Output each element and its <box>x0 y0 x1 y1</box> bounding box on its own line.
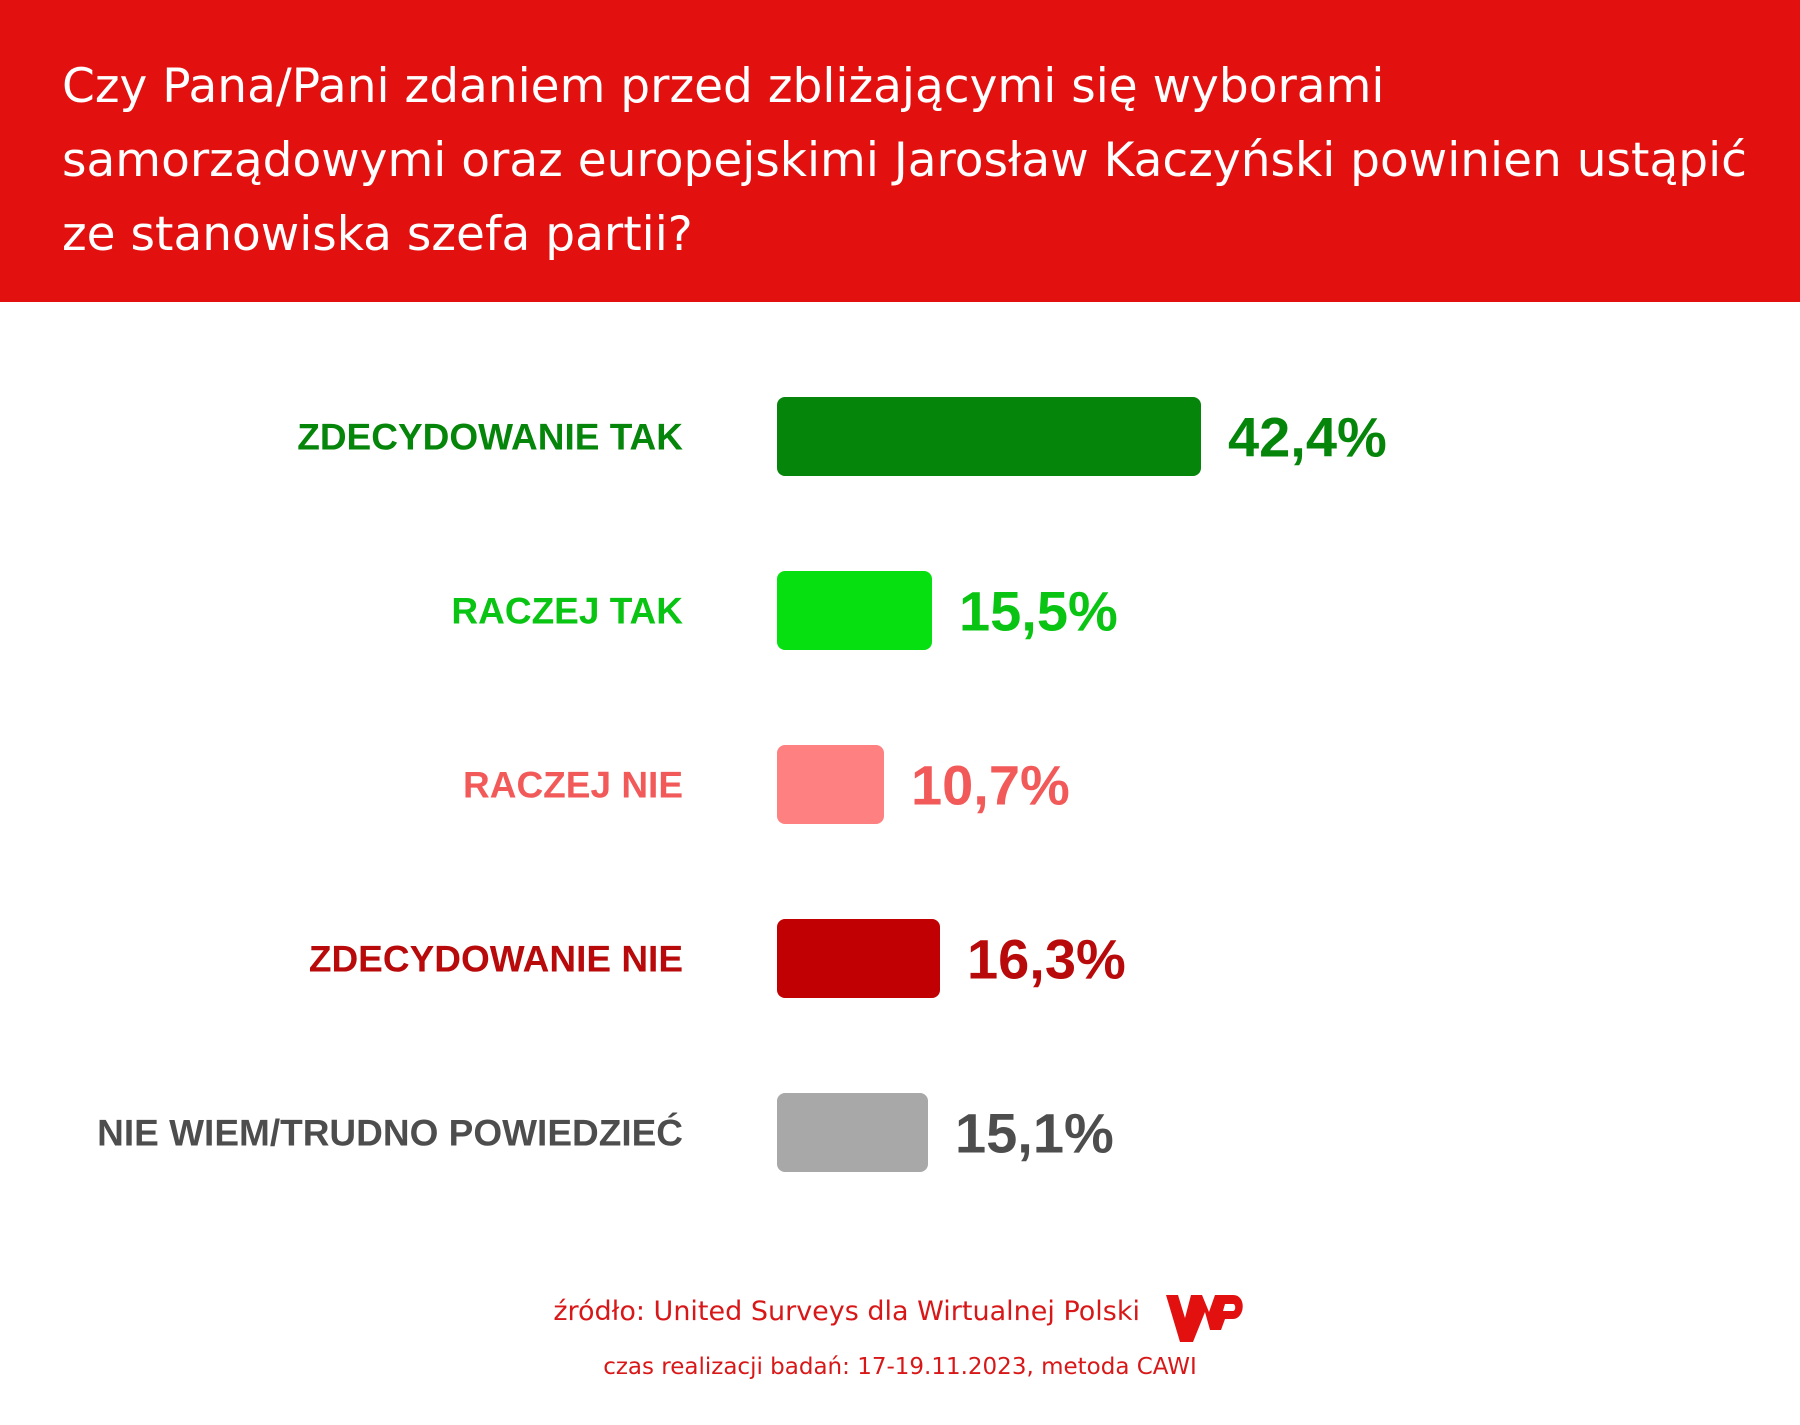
chart-title: Czy Pana/Pani zdaniem przed zbliżającymi… <box>62 59 1748 262</box>
value-label: 10,7% <box>911 754 1070 817</box>
category-label: ZDECYDOWANIE TAK <box>297 417 683 458</box>
bar <box>777 919 940 998</box>
bar <box>777 745 884 824</box>
survey-period-note: czas realizacji badań: 17-19.11.2023, me… <box>603 1354 1197 1380</box>
value-label: 16,3% <box>967 928 1126 991</box>
wp-logo <box>1166 1295 1243 1342</box>
category-label: RACZEJ TAK <box>451 591 683 632</box>
bar-chart: ZDECYDOWANIE TAK 42,4% RACZEJ TAK 15,5% RACZ… <box>97 397 1387 1172</box>
bar <box>777 571 932 650</box>
value-label: 15,1% <box>955 1102 1114 1165</box>
bar <box>777 1093 928 1172</box>
category-label: RACZEJ NIE <box>463 765 683 806</box>
value-label: 42,4% <box>1228 406 1387 469</box>
header-banner: Czy Pana/Pani zdaniem przed zbliżającymi… <box>0 0 1800 302</box>
category-label: ZDECYDOWANIE NIE <box>309 939 683 980</box>
value-label: 15,5% <box>959 580 1118 643</box>
category-label: NIE WIEM/TRUDNO POWIEDZIEĆ <box>97 1112 683 1154</box>
source-note: źródło: United Surveys dla Wirtualnej Po… <box>553 1296 1140 1327</box>
bar <box>777 397 1201 476</box>
